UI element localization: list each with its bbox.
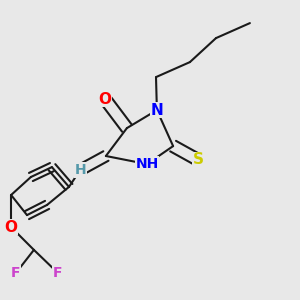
Text: N: N — [151, 103, 163, 118]
Text: O: O — [4, 220, 18, 235]
Text: H: H — [74, 163, 86, 177]
Text: S: S — [193, 152, 203, 167]
Text: F: F — [53, 266, 63, 280]
Text: F: F — [11, 266, 21, 280]
Text: NH: NH — [135, 157, 159, 171]
Text: O: O — [98, 92, 112, 106]
